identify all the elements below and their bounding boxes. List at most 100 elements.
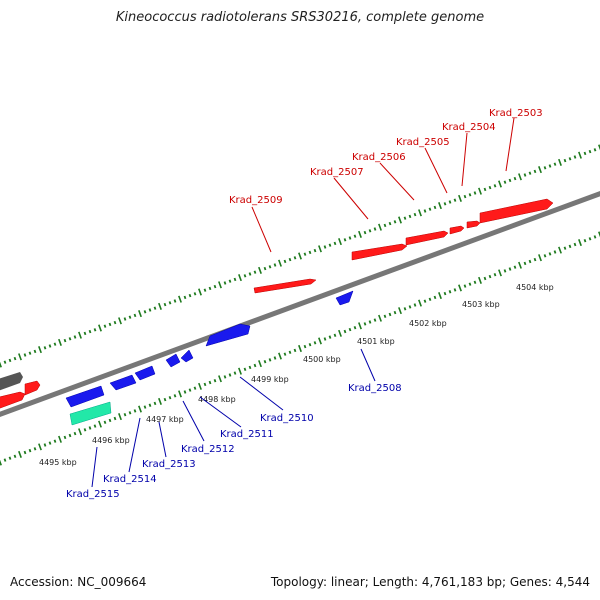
forward-tick-45 [223, 281, 227, 285]
forward-tick-89 [443, 202, 447, 206]
forward-tick-118 [588, 149, 592, 154]
forward-tick-71 [353, 234, 357, 238]
forward-tick-40 [198, 288, 202, 296]
gene-label-krad-2511[interactable]: Krad_2511 [220, 429, 274, 440]
forward-tick-74 [368, 229, 372, 233]
gene-label-krad-2515[interactable]: Krad_2515 [66, 489, 120, 500]
reverse-tick-51 [253, 363, 257, 368]
reverse-tick-36 [178, 390, 182, 398]
leader-krad-2506 [379, 162, 415, 201]
reverse-tick-89 [443, 291, 447, 296]
gene-arrow-krad-2506[interactable] [405, 230, 449, 246]
forward-tick-66 [328, 243, 332, 247]
reverse-tick-119 [593, 235, 597, 239]
forward-tick-48 [238, 274, 242, 282]
gene-arrow-krad-2507[interactable] [351, 243, 408, 261]
forward-tick-72 [358, 230, 362, 238]
gene-label-krad-2504[interactable]: Krad_2504 [442, 122, 496, 133]
forward-tick-24 [118, 317, 122, 325]
reverse-tick-22 [108, 418, 112, 423]
forward-tick-18 [88, 329, 92, 334]
gene-label-krad-2508[interactable]: Krad_2508 [348, 383, 402, 394]
reverse-tick-66 [328, 335, 332, 339]
reverse-tick-71 [353, 325, 357, 330]
reverse-tick-113 [563, 246, 567, 250]
reverse-tick-48 [238, 367, 242, 375]
forward-tick-70 [348, 236, 352, 240]
gene-arrow-krad-2511[interactable] [180, 349, 194, 363]
gene-label-krad-2507[interactable]: Krad_2507 [310, 167, 364, 178]
forward-tick-12 [58, 338, 62, 346]
forward-strand-ticks [0, 144, 600, 368]
leader-krad-2505 [424, 147, 448, 194]
forward-tick-22 [108, 322, 112, 327]
forward-tick-73 [363, 230, 367, 235]
reverse-tick-30 [148, 403, 152, 407]
gene-label-krad-2506[interactable]: Krad_2506 [352, 152, 406, 163]
reverse-tick-86 [428, 297, 432, 302]
reverse-tick-91 [453, 288, 457, 292]
reverse-tick-110 [548, 252, 552, 256]
forward-tick-96 [478, 187, 482, 195]
forward-tick-81 [403, 216, 407, 220]
reverse-tick-99 [493, 272, 497, 277]
reverse-tick-116 [578, 239, 582, 247]
forward-tick-115 [573, 155, 577, 159]
forward-tick-58 [288, 257, 292, 262]
gene-arrow-krad-2504[interactable] [466, 220, 481, 229]
gene-label-krad-2503[interactable]: Krad_2503 [489, 108, 543, 119]
forward-tick-93 [463, 194, 467, 199]
forward-tick-42 [208, 286, 212, 291]
gene-arrow-krad-2513[interactable] [134, 365, 156, 381]
gene-arrow-edge-red-1[interactable] [0, 391, 26, 410]
reverse-tick-3 [13, 454, 17, 459]
forward-tick-108 [538, 166, 542, 174]
gene-arrow-krad-2510[interactable] [205, 323, 251, 347]
gene-label-krad-2513[interactable]: Krad_2513 [142, 459, 196, 470]
gene-arrow-edge-grey[interactable] [0, 372, 23, 392]
forward-tick-29 [143, 310, 147, 314]
forward-tick-20 [98, 324, 102, 332]
gene-arrow-krad-2509[interactable] [253, 278, 317, 294]
forward-tick-107 [533, 169, 537, 174]
scale-label-4503: 4503 kbp [462, 300, 500, 309]
reverse-tick-107 [533, 257, 537, 262]
scale-label-4497: 4497 kbp [146, 415, 184, 424]
leader-krad-2513 [158, 421, 167, 458]
forward-tick-59 [293, 256, 297, 260]
reverse-tick-50 [248, 365, 252, 370]
reverse-tick-82 [408, 305, 412, 309]
leader-krad-2507 [333, 177, 369, 220]
forward-tick-26 [128, 315, 132, 319]
forward-tick-5 [23, 353, 27, 357]
gene-arrow-edge-red-2[interactable] [24, 380, 41, 396]
gene-label-krad-2509[interactable]: Krad_2509 [229, 195, 283, 206]
reverse-tick-28 [138, 405, 142, 413]
gene-label-krad-2505[interactable]: Krad_2505 [396, 137, 450, 148]
forward-tick-91 [453, 198, 457, 202]
forward-tick-85 [423, 209, 427, 213]
rna-gene-arrow[interactable] [69, 401, 112, 426]
forward-tick-38 [188, 293, 192, 298]
gene-arrow-krad-2505[interactable] [449, 225, 465, 235]
gene-arrow-krad-2503[interactable] [479, 198, 554, 224]
gene-arrow-krad-2508[interactable] [335, 290, 354, 306]
reverse-tick-53 [263, 359, 267, 364]
forward-tick-8 [38, 346, 42, 354]
reverse-tick-100 [498, 269, 502, 277]
forward-tick-86 [428, 207, 432, 211]
leader-krad-2515 [91, 446, 98, 488]
gene-arrow-krad-2515[interactable] [65, 385, 105, 408]
gene-label-krad-2510[interactable]: Krad_2510 [260, 413, 314, 424]
reverse-tick-16 [78, 428, 82, 436]
gene-label-krad-2512[interactable]: Krad_2512 [181, 444, 235, 455]
reverse-tick-52 [258, 360, 262, 368]
reverse-tick-97 [483, 276, 487, 281]
forward-tick-4 [18, 353, 22, 361]
forward-tick-11 [53, 342, 57, 346]
reverse-tick-42 [208, 380, 212, 385]
gene-arrow-krad-2512[interactable] [165, 353, 181, 368]
gene-arrow-krad-2514[interactable] [109, 374, 137, 391]
gene-label-krad-2514[interactable]: Krad_2514 [103, 474, 157, 485]
forward-tick-106 [528, 171, 532, 175]
